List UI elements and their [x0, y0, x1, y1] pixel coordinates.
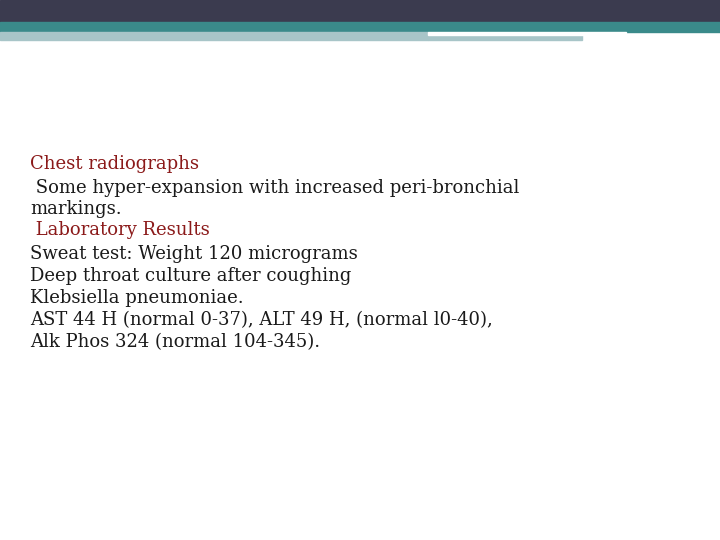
Text: AST 44 H (normal 0-37), ALT 49 H, (normal l0-40),: AST 44 H (normal 0-37), ALT 49 H, (norma…: [30, 311, 492, 329]
Bar: [0, 0, 720, 22]
Text: Klebsiella pneumoniae.: Klebsiella pneumoniae.: [30, 289, 243, 307]
Bar: [0, 22, 720, 32]
Text: Laboratory Results: Laboratory Results: [30, 221, 210, 239]
Text: Sweat test: Weight 120 micrograms: Sweat test: Weight 120 micrograms: [30, 245, 358, 263]
Bar: [428, 35, 582, 40]
Text: Alk Phos 324 (normal 104-345).: Alk Phos 324 (normal 104-345).: [30, 333, 320, 351]
Text: Deep throat culture after coughing: Deep throat culture after coughing: [30, 267, 351, 285]
Text: Some hyper-expansion with increased peri-bronchial: Some hyper-expansion with increased peri…: [30, 179, 519, 197]
Bar: [428, 32, 626, 35]
Text: Chest radiographs: Chest radiographs: [30, 155, 199, 173]
Bar: [0, 32, 428, 40]
Text: markings.: markings.: [30, 200, 122, 218]
